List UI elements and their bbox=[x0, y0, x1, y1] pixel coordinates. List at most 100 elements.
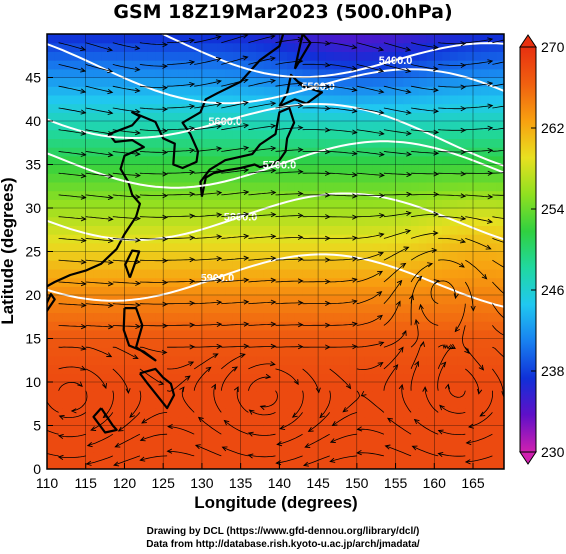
field-cell bbox=[411, 34, 420, 44]
field-cell bbox=[217, 129, 226, 139]
field-cell bbox=[108, 138, 118, 148]
wind-arrow bbox=[460, 193, 467, 199]
field-cell bbox=[294, 129, 304, 139]
field-cell bbox=[194, 234, 203, 244]
field-cell bbox=[240, 347, 249, 357]
field-cell bbox=[496, 251, 504, 261]
field-cell bbox=[132, 312, 141, 322]
wind-arrow bbox=[216, 168, 223, 174]
field-cell bbox=[302, 86, 311, 96]
field-cell bbox=[248, 286, 257, 296]
streamline bbox=[438, 280, 456, 299]
wind-arrow bbox=[379, 172, 385, 178]
field-cell bbox=[372, 208, 381, 218]
field-cell bbox=[108, 42, 118, 52]
field-cell bbox=[217, 355, 226, 366]
field-cell bbox=[318, 216, 327, 226]
field-cell bbox=[147, 68, 157, 79]
field-cell bbox=[496, 121, 504, 131]
streamline bbox=[492, 194, 504, 196]
field-cell bbox=[341, 416, 350, 427]
field-cell bbox=[201, 416, 211, 427]
field-cell bbox=[263, 121, 273, 131]
credits-line-2: Data from http://database.rish.kyoto-u.a… bbox=[146, 539, 420, 550]
streamline bbox=[329, 258, 357, 261]
field-cell bbox=[155, 373, 164, 383]
field-cell bbox=[70, 112, 79, 122]
field-cell bbox=[418, 216, 428, 226]
streamline bbox=[302, 63, 330, 66]
streamline bbox=[492, 259, 504, 268]
field-cell bbox=[287, 382, 296, 392]
field-cell bbox=[465, 277, 474, 287]
field-cell bbox=[62, 190, 71, 200]
field-cell bbox=[194, 94, 203, 105]
field-cell bbox=[380, 390, 389, 400]
field-cell bbox=[496, 382, 504, 392]
field-cell bbox=[240, 382, 249, 392]
field-cell bbox=[341, 129, 350, 139]
field-cell bbox=[403, 173, 412, 183]
field-cell bbox=[256, 173, 265, 183]
streamline bbox=[139, 238, 168, 240]
field-cell bbox=[194, 155, 203, 166]
streamline bbox=[194, 192, 222, 196]
field-cell bbox=[457, 277, 466, 287]
field-cell bbox=[442, 155, 451, 166]
field-cell bbox=[178, 338, 188, 348]
field-cell bbox=[271, 181, 280, 192]
field-cell bbox=[387, 408, 397, 418]
field-cell bbox=[178, 312, 188, 322]
streamline bbox=[139, 64, 167, 67]
field-cell bbox=[248, 451, 257, 461]
wind-arrow bbox=[400, 262, 407, 269]
field-cell bbox=[341, 425, 350, 435]
field-cell bbox=[333, 312, 342, 322]
field-cell bbox=[341, 338, 350, 348]
field-cell bbox=[116, 208, 126, 218]
wind-arrow bbox=[378, 151, 385, 157]
field-cell bbox=[294, 173, 304, 183]
field-cell bbox=[279, 416, 288, 427]
field-cell bbox=[488, 251, 497, 261]
field-cell bbox=[225, 121, 234, 131]
streamline bbox=[194, 103, 222, 109]
field-cell bbox=[194, 312, 203, 322]
field-cell bbox=[380, 68, 389, 79]
field-cell bbox=[480, 251, 490, 261]
field-cell bbox=[442, 94, 451, 105]
field-cell bbox=[77, 329, 87, 340]
field-cell bbox=[442, 312, 451, 322]
field-cell bbox=[310, 51, 319, 61]
streamline bbox=[410, 341, 424, 370]
field-cell bbox=[341, 216, 350, 226]
field-cell bbox=[62, 312, 71, 322]
field-cell bbox=[70, 173, 79, 183]
field-cell bbox=[54, 312, 64, 322]
field-cell bbox=[333, 329, 342, 340]
field-cell bbox=[302, 68, 311, 79]
field-cell bbox=[434, 442, 443, 453]
field-cell bbox=[201, 208, 211, 218]
wind-arrow bbox=[134, 130, 141, 136]
streamline bbox=[411, 194, 439, 196]
field-cell bbox=[170, 364, 180, 374]
field-cell bbox=[411, 347, 420, 357]
field-cell bbox=[108, 199, 118, 209]
streamline bbox=[465, 368, 480, 394]
field-cell bbox=[101, 355, 110, 366]
wind-arrow bbox=[405, 88, 412, 95]
field-cell bbox=[364, 338, 373, 348]
streamline bbox=[118, 412, 141, 432]
field-cell bbox=[132, 112, 141, 122]
field-cell bbox=[170, 208, 180, 218]
field-cell bbox=[170, 303, 180, 313]
field-cell bbox=[271, 373, 280, 383]
streamline bbox=[194, 58, 221, 65]
field-cell bbox=[178, 234, 188, 244]
field-cell bbox=[279, 451, 288, 461]
wind-arrow bbox=[223, 419, 230, 426]
field-cell bbox=[217, 60, 226, 70]
streamline bbox=[410, 319, 419, 348]
streamline bbox=[275, 149, 303, 152]
